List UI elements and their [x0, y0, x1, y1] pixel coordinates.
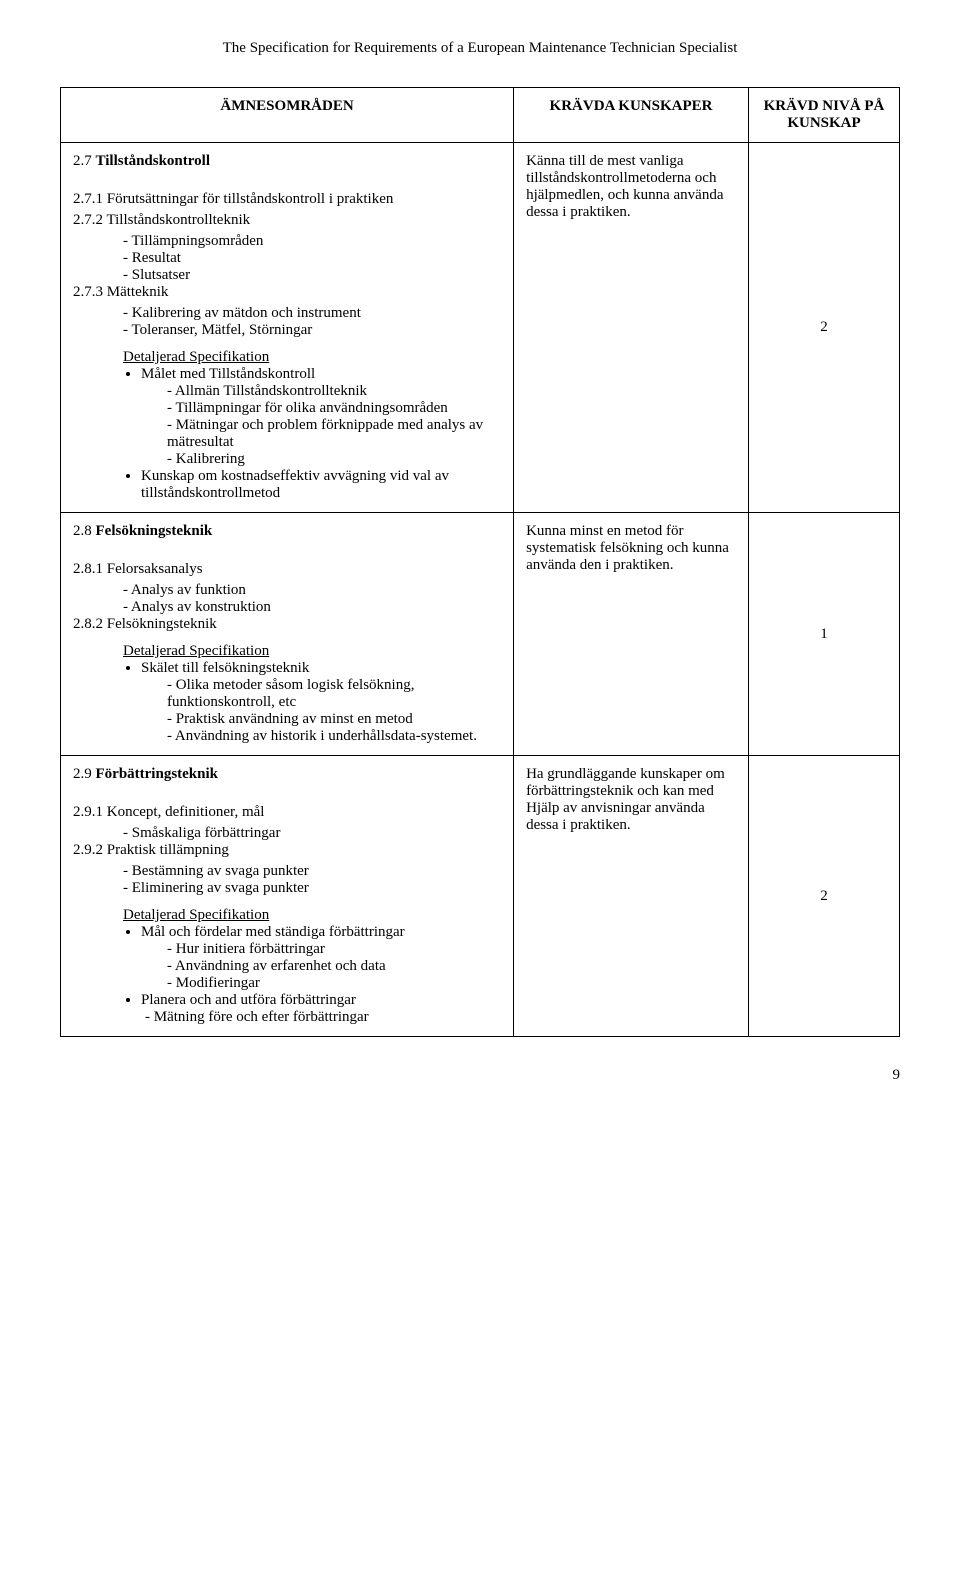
cell-level-2-8: 1	[748, 513, 899, 756]
header-row: ÄMNESOMRÅDEN KRÄVDA KUNSKAPER KRÄVD NIVÅ…	[61, 88, 900, 143]
cell-req-2-7: Känna till de mest vanliga tillståndskon…	[514, 143, 749, 513]
d-2-9-2-2: Eliminering av svaga punkter	[123, 880, 501, 897]
cell-req-2-9: Ha grundläggande kunskaper om förbättrin…	[514, 756, 749, 1037]
num-2-7: 2.7	[73, 153, 92, 169]
bullet-2-7-1: Målet med Tillståndskontroll Allmän Till…	[141, 366, 501, 468]
row-2-9: 2.9 Förbättringsteknik 2.9.1 Koncept, de…	[61, 756, 900, 1037]
page-number: 9	[60, 1067, 900, 1084]
bd-2-9-1-1: Hur initiera förbättringar	[167, 941, 501, 958]
bullet-2-9-1-txt: Mål och fördelar med ständiga förbättrin…	[141, 924, 405, 940]
d-2-9-2-1: Bestämning av svaga punkter	[123, 863, 501, 880]
d-2-8-1-1: Analys av funktion	[123, 582, 501, 599]
num-2-8: 2.8	[73, 523, 92, 539]
d-2-7-3-1: Kalibrering av mätdon och instrument	[123, 305, 501, 322]
txt-2-7-2: Tillståndskontrollteknik	[106, 212, 250, 228]
cell-subject-2-7: 2.7 Tillståndskontroll 2.7.1 Förutsättni…	[61, 143, 514, 513]
bullet-2-7-2: Kunskap om kostnadseffektiv avvägning vi…	[141, 468, 501, 502]
num-2-7-3: 2.7.3	[73, 284, 103, 300]
spec-title-2-8: Detaljerad Specifikation	[123, 643, 501, 660]
col-header-knowledge: KRÄVDA KUNSKAPER	[514, 88, 749, 143]
num-2-7-2: 2.7.2	[73, 212, 103, 228]
txt-2-8-2: Felsökningsteknik	[107, 616, 217, 632]
txt-2-7-1: Förutsättningar för tillståndskontroll i…	[107, 191, 394, 207]
d-2-7-2-1: Tillämpningsområden	[123, 233, 501, 250]
bd-2-9-2-1: Mätning före och efter förbättringar	[154, 1009, 369, 1025]
bullet-2-9-2: Planera och and utföra förbättringar - M…	[141, 992, 501, 1026]
cell-level-2-7: 2	[748, 143, 899, 513]
bd-2-7-1-4: Kalibrering	[167, 451, 501, 468]
cell-subject-2-8: 2.8 Felsökningsteknik 2.8.1 Felorsaksana…	[61, 513, 514, 756]
bullet-2-7-1-txt: Målet med Tillståndskontroll	[141, 366, 315, 382]
bd-2-7-1-3: Mätningar och problem förknippade med an…	[167, 417, 501, 451]
spec-title-2-7: Detaljerad Specifikation	[123, 349, 501, 366]
txt-2-8-1: Felorsaksanalys	[107, 561, 203, 577]
title-2-8: Felsökningsteknik	[96, 523, 213, 539]
bd-2-7-1-1: Allmän Tillståndskontrollteknik	[167, 383, 501, 400]
cell-subject-2-9: 2.9 Förbättringsteknik 2.9.1 Koncept, de…	[61, 756, 514, 1037]
page-header: The Specification for Requirements of a …	[60, 40, 900, 57]
row-2-7: 2.7 Tillståndskontroll 2.7.1 Förutsättni…	[61, 143, 900, 513]
num-2-9-2: 2.9.2	[73, 842, 103, 858]
row-2-8: 2.8 Felsökningsteknik 2.8.1 Felorsaksana…	[61, 513, 900, 756]
txt-2-9-2: Praktisk tillämpning	[107, 842, 229, 858]
bd-2-9-1-3: Modifieringar	[167, 975, 501, 992]
cell-level-2-9: 2	[748, 756, 899, 1037]
spec-table: ÄMNESOMRÅDEN KRÄVDA KUNSKAPER KRÄVD NIVÅ…	[60, 87, 900, 1037]
num-2-9: 2.9	[73, 766, 92, 782]
title-2-9: Förbättringsteknik	[96, 766, 219, 782]
col-header-level: KRÄVD NIVÅ PÅ KUNSKAP	[748, 88, 899, 143]
num-2-7-1: 2.7.1	[73, 191, 103, 207]
bd-2-9-1-2: Användning av erfarenhet och data	[167, 958, 501, 975]
d-2-7-2-2: Resultat	[123, 250, 501, 267]
d-2-9-1-1: Småskaliga förbättringar	[123, 825, 501, 842]
num-2-9-1: 2.9.1	[73, 804, 103, 820]
num-2-8-1: 2.8.1	[73, 561, 103, 577]
bd-2-7-1-2: Tillämpningar för olika användningsområd…	[167, 400, 501, 417]
bullet-2-9-1: Mål och fördelar med ständiga förbättrin…	[141, 924, 501, 992]
spec-title-2-9: Detaljerad Specifikation	[123, 907, 501, 924]
title-2-7: Tillståndskontroll	[96, 153, 211, 169]
d-2-7-2-3: Slutsatser	[123, 267, 501, 284]
col-header-subject: ÄMNESOMRÅDEN	[61, 88, 514, 143]
bd-2-8-1-1: Olika metoder såsom logisk felsökning, f…	[167, 677, 501, 711]
d-2-8-1-2: Analys av konstruktion	[123, 599, 501, 616]
bd-2-8-1-3: Användning av historik i underhållsdata-…	[167, 728, 501, 745]
cell-req-2-8: Kunna minst en metod för systematisk fel…	[514, 513, 749, 756]
txt-2-7-3: Mätteknik	[107, 284, 169, 300]
bullet-2-8-1: Skälet till felsökningsteknik Olika meto…	[141, 660, 501, 745]
bullet-2-9-2-txt: Planera och and utföra förbättringar	[141, 992, 356, 1008]
bd-2-8-1-2: Praktisk användning av minst en metod	[167, 711, 501, 728]
txt-2-9-1: Koncept, definitioner, mål	[107, 804, 265, 820]
num-2-8-2: 2.8.2	[73, 616, 103, 632]
bullet-2-8-1-txt: Skälet till felsökningsteknik	[141, 660, 309, 676]
d-2-7-3-2: Toleranser, Mätfel, Störningar	[123, 322, 501, 339]
